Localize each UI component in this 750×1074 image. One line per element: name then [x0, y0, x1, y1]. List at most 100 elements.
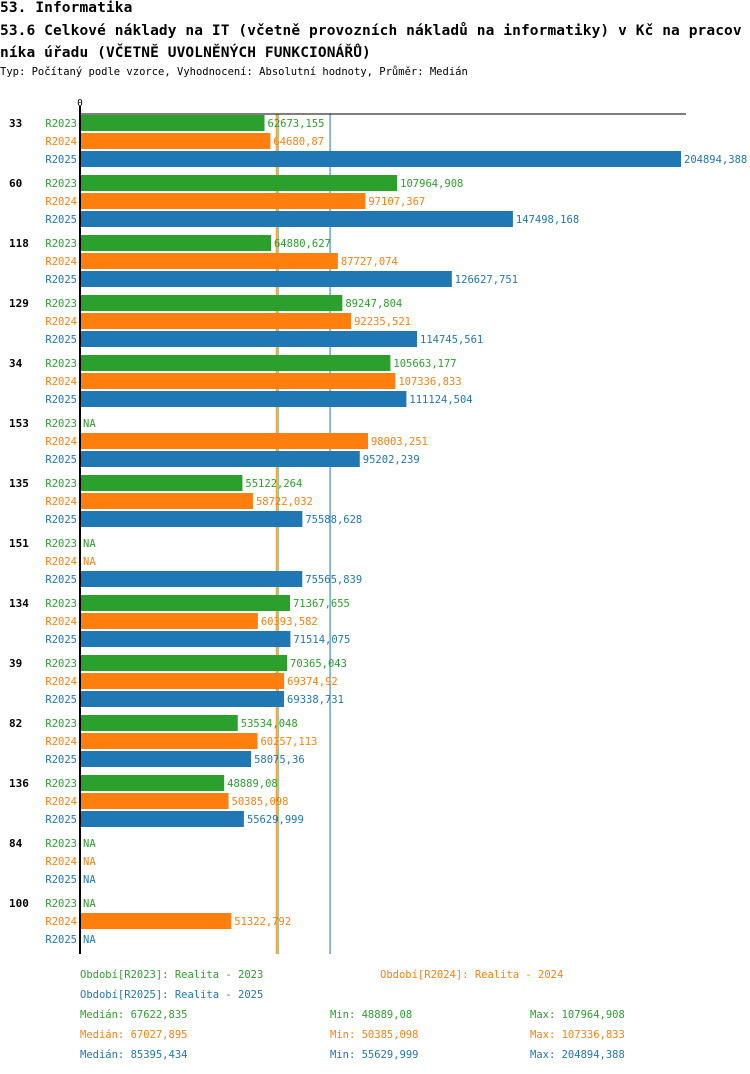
bar-r2024 — [81, 793, 229, 809]
data-label: 75588,628 — [305, 514, 362, 526]
bar-r2025 — [81, 271, 452, 287]
bar-r2024 — [81, 253, 338, 269]
bar-r2024 — [81, 313, 352, 329]
bar-r2023 — [81, 235, 271, 251]
series-label-r2023: R2023 — [45, 718, 77, 730]
series-label-r2023: R2023 — [45, 658, 77, 670]
series-label-r2024: R2024 — [45, 196, 77, 208]
stat-min-r2025: Min: 55629,999 — [330, 1049, 419, 1061]
stat-max-r2023: Max: 107964,908 — [530, 1009, 625, 1021]
data-label: 64680,87 — [273, 136, 324, 148]
category-label: 39 — [9, 657, 22, 670]
series-label-r2024: R2024 — [45, 136, 77, 148]
data-label: 60257,113 — [260, 736, 317, 748]
series-label-r2025: R2025 — [45, 634, 77, 646]
series-label-r2024: R2024 — [45, 676, 77, 688]
category-label: 129 — [9, 297, 29, 310]
na-label: NA — [83, 898, 96, 910]
data-label: 53534,048 — [241, 718, 298, 730]
series-label-r2024: R2024 — [45, 736, 77, 748]
data-label: 204894,388 — [684, 154, 747, 166]
series-label-r2024: R2024 — [45, 496, 77, 508]
data-label: 62673,155 — [268, 118, 325, 130]
na-label: NA — [83, 934, 96, 946]
data-label: 48889,08 — [227, 778, 278, 790]
bar-r2023 — [81, 355, 391, 371]
category-label: 33 — [9, 117, 22, 130]
bar-r2024 — [81, 133, 271, 149]
bar-r2023 — [81, 115, 265, 131]
series-label-r2023: R2023 — [45, 178, 77, 190]
series-label-r2023: R2023 — [45, 358, 77, 370]
na-label: NA — [83, 838, 96, 850]
series-label-r2025: R2025 — [45, 454, 77, 466]
series-label-r2023: R2023 — [45, 778, 77, 790]
data-label: 89247,804 — [345, 298, 402, 310]
data-label: 55629,999 — [247, 814, 304, 826]
bar-r2025 — [81, 151, 681, 167]
series-label-r2024: R2024 — [45, 856, 77, 868]
data-label: 92235,521 — [354, 316, 411, 328]
bar-r2025 — [81, 511, 303, 527]
series-label-r2024: R2024 — [45, 376, 77, 388]
category-label: 135 — [9, 477, 29, 490]
stat-max-r2025: Max: 204894,388 — [530, 1049, 625, 1061]
category-label: 153 — [9, 417, 29, 430]
legend-period-r2025: Období[R2025]: Realita - 2025 — [80, 989, 264, 1001]
data-label: 51322,792 — [234, 916, 291, 928]
series-label-r2023: R2023 — [45, 478, 77, 490]
series-label-r2025: R2025 — [45, 874, 77, 886]
series-label-r2025: R2025 — [45, 274, 77, 286]
bar-r2023 — [81, 655, 288, 671]
series-label-r2025: R2025 — [45, 154, 77, 166]
na-label: NA — [83, 556, 96, 568]
na-label: NA — [83, 874, 96, 886]
series-label-r2025: R2025 — [45, 214, 77, 226]
bar-r2025 — [81, 691, 285, 707]
series-label-r2023: R2023 — [45, 118, 77, 130]
series-label-r2025: R2025 — [45, 394, 77, 406]
category-label: 82 — [9, 717, 22, 730]
series-label-r2023: R2023 — [45, 898, 77, 910]
bar-r2025 — [81, 571, 303, 587]
series-label-r2025: R2025 — [45, 934, 77, 946]
data-label: 87727,074 — [341, 256, 398, 268]
category-label: 118 — [9, 237, 29, 250]
data-label: 114745,561 — [420, 334, 483, 346]
stat-median-r2024: Medián: 67027,895 — [80, 1029, 188, 1041]
section-heading: 53. Informatika — [0, 0, 133, 16]
data-label: 69338,731 — [287, 694, 344, 706]
data-label: 107336,833 — [398, 376, 461, 388]
data-label: 105663,177 — [393, 358, 456, 370]
category-label: 60 — [9, 177, 22, 190]
series-label-r2024: R2024 — [45, 916, 77, 928]
data-label: 71514,075 — [293, 634, 350, 646]
bar-r2025 — [81, 631, 291, 647]
bar-r2023 — [81, 175, 398, 191]
series-label-r2023: R2023 — [45, 238, 77, 250]
data-label: 71367,655 — [293, 598, 350, 610]
data-label: 58075,36 — [254, 754, 305, 766]
bar-r2024 — [81, 733, 258, 749]
bar-r2023 — [81, 775, 225, 791]
data-label: 64880,627 — [274, 238, 331, 250]
data-label: 50385,098 — [232, 796, 289, 808]
series-label-r2024: R2024 — [45, 436, 77, 448]
bar-r2024 — [81, 913, 232, 929]
bar-r2025 — [81, 331, 418, 347]
category-label: 136 — [9, 777, 29, 790]
data-label: 107964,908 — [400, 178, 463, 190]
data-label: 98003,251 — [371, 436, 428, 448]
series-label-r2024: R2024 — [45, 616, 77, 628]
stat-median-r2023: Medián: 67622,835 — [80, 1009, 188, 1021]
x-tick-label: 0 — [77, 98, 83, 109]
bar-r2025 — [81, 451, 360, 467]
category-label: 134 — [9, 597, 29, 610]
legend-period-r2023: Období[R2023]: Realita - 2023 — [80, 969, 264, 981]
series-label-r2023: R2023 — [45, 598, 77, 610]
bar-r2023 — [81, 715, 238, 731]
data-label: 70365,043 — [290, 658, 347, 670]
bar-r2024 — [81, 493, 253, 509]
category-label: 84 — [9, 837, 23, 850]
series-label-r2023: R2023 — [45, 298, 77, 310]
